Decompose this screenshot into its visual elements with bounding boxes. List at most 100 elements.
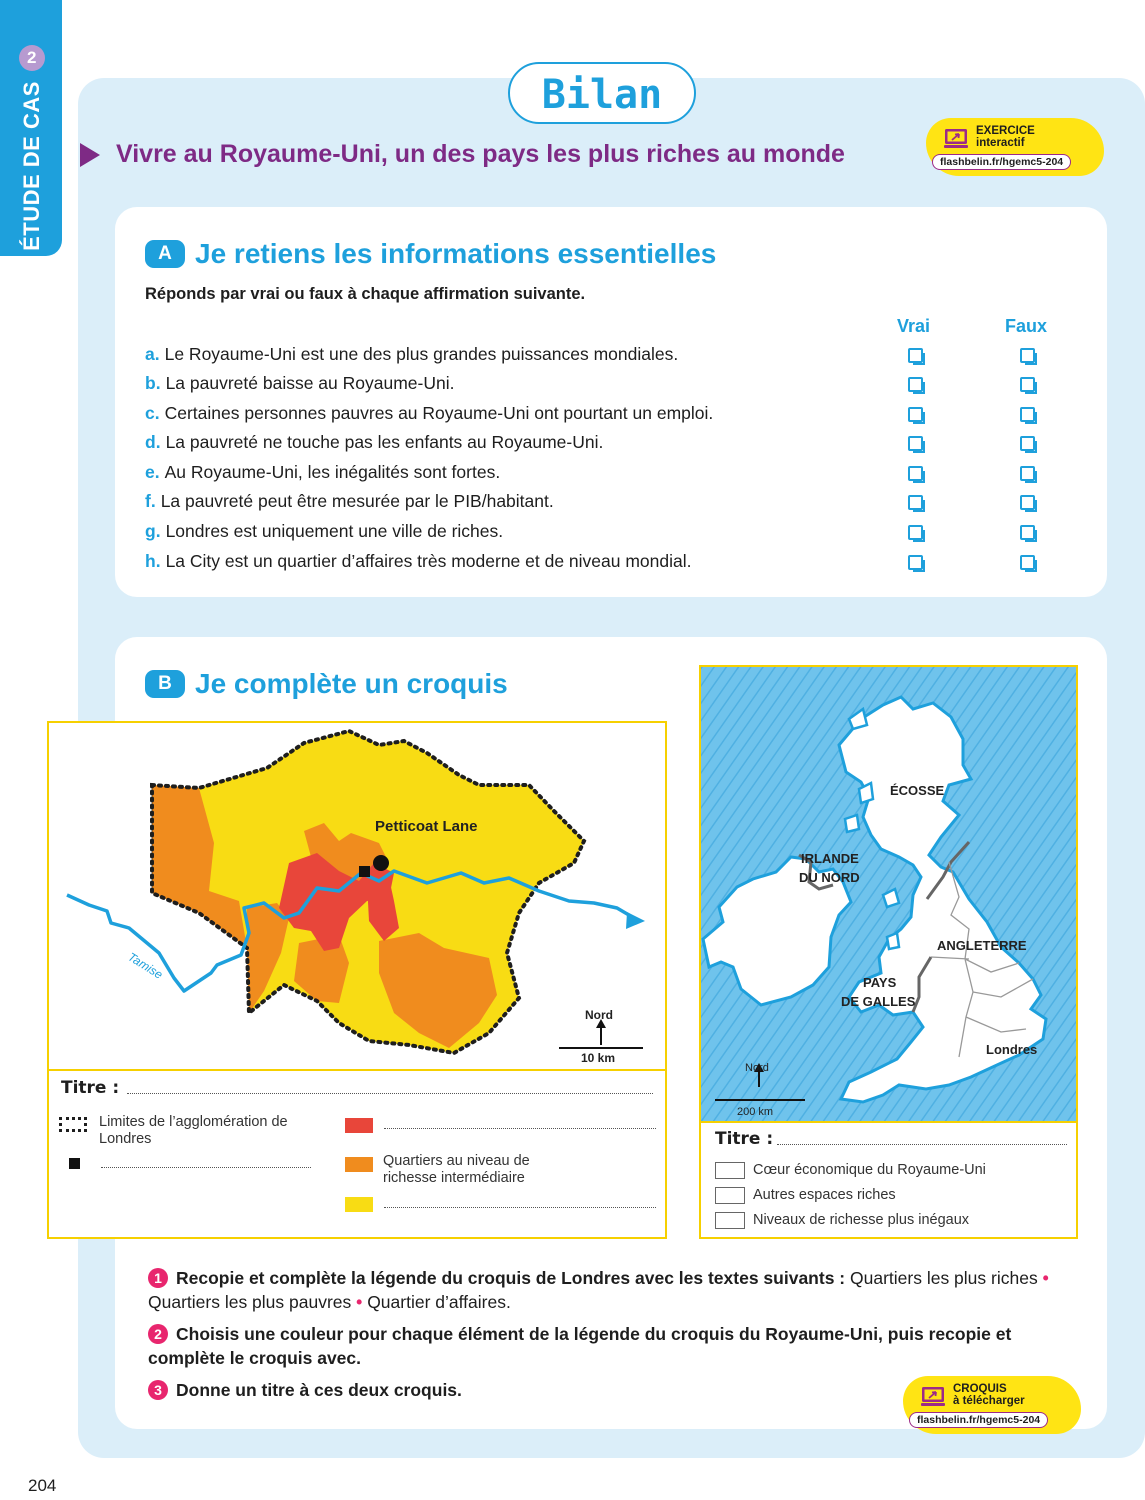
false-checkbox[interactable] [1020, 377, 1037, 394]
northern-ireland-border [798, 853, 834, 891]
badge-url[interactable]: flashbelin.fr/hgemc5-204 [932, 154, 1072, 170]
label-england: ANGLETERRE [937, 938, 1027, 953]
intermediate-zone [152, 785, 247, 948]
intermediate-zone [379, 933, 497, 1048]
task-number: 3 [148, 1380, 168, 1400]
uk-north-arrow-icon [754, 1063, 764, 1072]
section-a-title: Je retiens les informations essentielles [195, 238, 717, 269]
task-number: 1 [148, 1268, 168, 1288]
legend-poorest-line[interactable] [384, 1128, 656, 1129]
true-checkbox[interactable] [908, 407, 925, 424]
ireland-shape [701, 855, 853, 1007]
agglomeration-boundary [150, 728, 587, 1056]
uk-north-label: Nord [745, 1062, 769, 1074]
false-checkbox[interactable] [1020, 348, 1037, 365]
thames-river [66, 869, 635, 993]
intermediate-zone [294, 935, 349, 1003]
island-shape [881, 887, 901, 909]
intermediate-swatch [345, 1157, 373, 1172]
legend-richest-line[interactable] [384, 1207, 656, 1208]
poorest-zone [367, 878, 399, 941]
question-row: c. Certaines personnes pauvres au Royaume… [145, 403, 714, 423]
label-scotland: ÉCOSSE [890, 783, 945, 798]
label-northern-ireland-1: IRLANDE [801, 851, 859, 866]
badge-label: CROQUIS à télécharger [953, 1383, 1025, 1407]
download-map-badge[interactable]: CROQUIS à télécharger flashbelin.fr/hgemc… [903, 1376, 1081, 1434]
limits-swatch [59, 1117, 87, 1132]
wales-border [911, 956, 933, 1013]
scotland-border [925, 840, 971, 900]
river-arrow-icon [626, 912, 645, 929]
false-checkbox[interactable] [1020, 555, 1037, 572]
computer-icon [921, 1387, 945, 1406]
question-row: a. Le Royaume-Uni est une des plus grande… [145, 344, 679, 364]
uk-legend-box-2[interactable] [715, 1187, 745, 1204]
false-checkbox[interactable] [1020, 466, 1037, 483]
true-checkbox[interactable] [908, 555, 925, 572]
london-title-line[interactable] [127, 1093, 653, 1094]
column-header-false: Faux [1005, 316, 1048, 336]
interactive-exercise-badge[interactable]: EXERCICE interactif flashbelin.fr/hgemc5-… [926, 118, 1104, 176]
false-checkbox[interactable] [1020, 436, 1037, 453]
uk-map [701, 667, 1076, 1121]
question-row: b. La pauvreté baisse au Royaume-Uni. [145, 373, 455, 393]
region-borders [930, 861, 1034, 1058]
petticoat-lane-dot [373, 855, 389, 871]
scale-label: 10 km [581, 1051, 616, 1065]
poorest-zone [279, 853, 394, 951]
badge-url[interactable]: flashbelin.fr/hgemc5-204 [909, 1412, 1049, 1428]
false-checkbox[interactable] [1020, 525, 1037, 542]
badge-label: EXERCICE interactif [976, 125, 1035, 149]
section-b-letter: B [145, 670, 185, 698]
london-title-label: Titre : [61, 1078, 120, 1098]
true-checkbox[interactable] [908, 377, 925, 394]
question-row: f. La pauvreté peut être mesurée par le P… [145, 491, 554, 511]
label-wales-2: DE GALLES [841, 994, 916, 1009]
uk-title-label: Titre : [715, 1129, 774, 1149]
uk-legend-text-3: Niveaux de richesse plus inégaux [753, 1212, 970, 1228]
side-tab: ÉTUDE DE CAS 2 [0, 0, 62, 256]
subtitle: Vivre au Royaume-Uni, un des pays les pl… [80, 140, 845, 169]
true-checkbox[interactable] [908, 525, 925, 542]
subtitle-text: Vivre au Royaume-Uni, un des pays les pl… [116, 140, 845, 168]
island-shape [843, 813, 861, 834]
task-2: 2 Choisis une couleur pour chaque élément… [148, 1324, 1012, 1368]
uk-legend-text-1: Cœur économique du Royaume-Uni [753, 1162, 986, 1178]
question-row: e. Au Royaume-Uni, les inégalités sont fo… [145, 462, 501, 482]
label-northern-ireland-2: DU NORD [799, 870, 860, 885]
island-shape [847, 706, 869, 731]
richest-swatch [345, 1197, 373, 1212]
false-checkbox[interactable] [1020, 495, 1037, 512]
island-shape [885, 931, 901, 951]
section-a-card [115, 207, 1107, 597]
legend-business-line[interactable] [101, 1167, 311, 1168]
label-wales-1: PAYS [863, 975, 897, 990]
side-tab-text: ÉTUDE DE CAS 2 [12, 38, 52, 258]
legend-limits-text: Limites de l’agglomération de Londres [99, 1114, 288, 1147]
task-number: 2 [148, 1324, 168, 1344]
business-district-square [359, 866, 370, 877]
side-tab-label: ÉTUDE DE CAS [19, 81, 44, 251]
uk-title-line[interactable] [777, 1144, 1067, 1145]
triangle-bullet-icon [80, 142, 100, 167]
uk-legend-text-2: Autres espaces riches [753, 1187, 896, 1203]
map-divider [49, 1069, 665, 1071]
uk-legend-box-1[interactable] [715, 1162, 745, 1179]
section-b-header: B Je complète un croquis [145, 668, 508, 700]
north-arrow-icon [596, 1019, 606, 1028]
section-b-title: Je complète un croquis [195, 668, 508, 699]
uk-legend-box-3[interactable] [715, 1212, 745, 1229]
question-row: h. La City est un quartier d’affaires trè… [145, 551, 692, 571]
true-checkbox[interactable] [908, 436, 925, 453]
north-label: Nord [585, 1008, 613, 1022]
side-tab-number: 2 [19, 45, 45, 72]
true-checkbox[interactable] [908, 495, 925, 512]
false-checkbox[interactable] [1020, 407, 1037, 424]
page-number: 204 [28, 1476, 57, 1495]
task-3: 3 Donne un titre à ces deux croquis. [148, 1378, 1088, 1402]
true-checkbox[interactable] [908, 348, 925, 365]
question-row: d. La pauvreté ne touche pas les enfants … [145, 432, 604, 452]
section-a-header: A Je retiens les informations essentiell… [145, 238, 716, 270]
true-checkbox[interactable] [908, 466, 925, 483]
intermediate-zone [247, 903, 289, 1013]
